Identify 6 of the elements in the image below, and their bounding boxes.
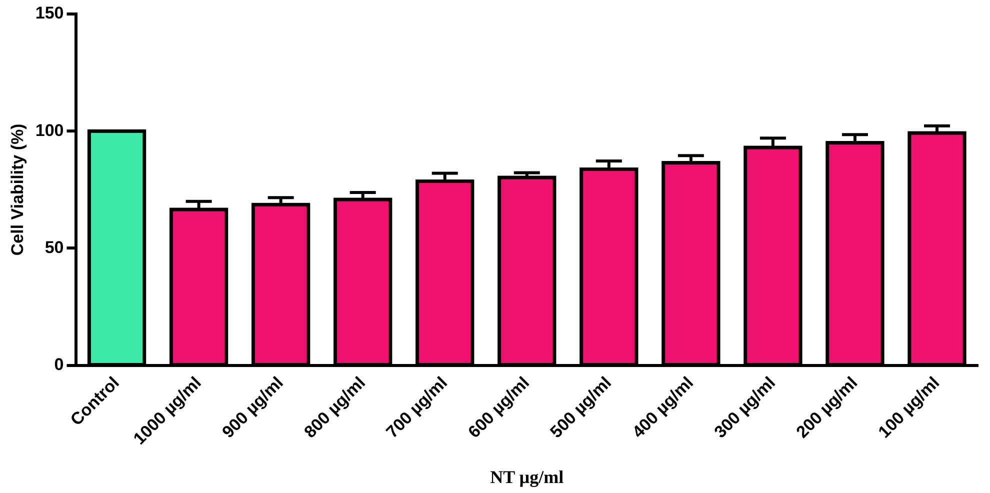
x-axis-title: NT µg/ml	[490, 466, 564, 487]
y-tick-label: 50	[44, 238, 64, 257]
y-axis-title: Cell Viability (%)	[8, 124, 27, 256]
y-tick-label: 0	[54, 354, 64, 374]
y-tick-label: 150	[35, 4, 64, 23]
y-tick-label: 100	[35, 120, 64, 140]
